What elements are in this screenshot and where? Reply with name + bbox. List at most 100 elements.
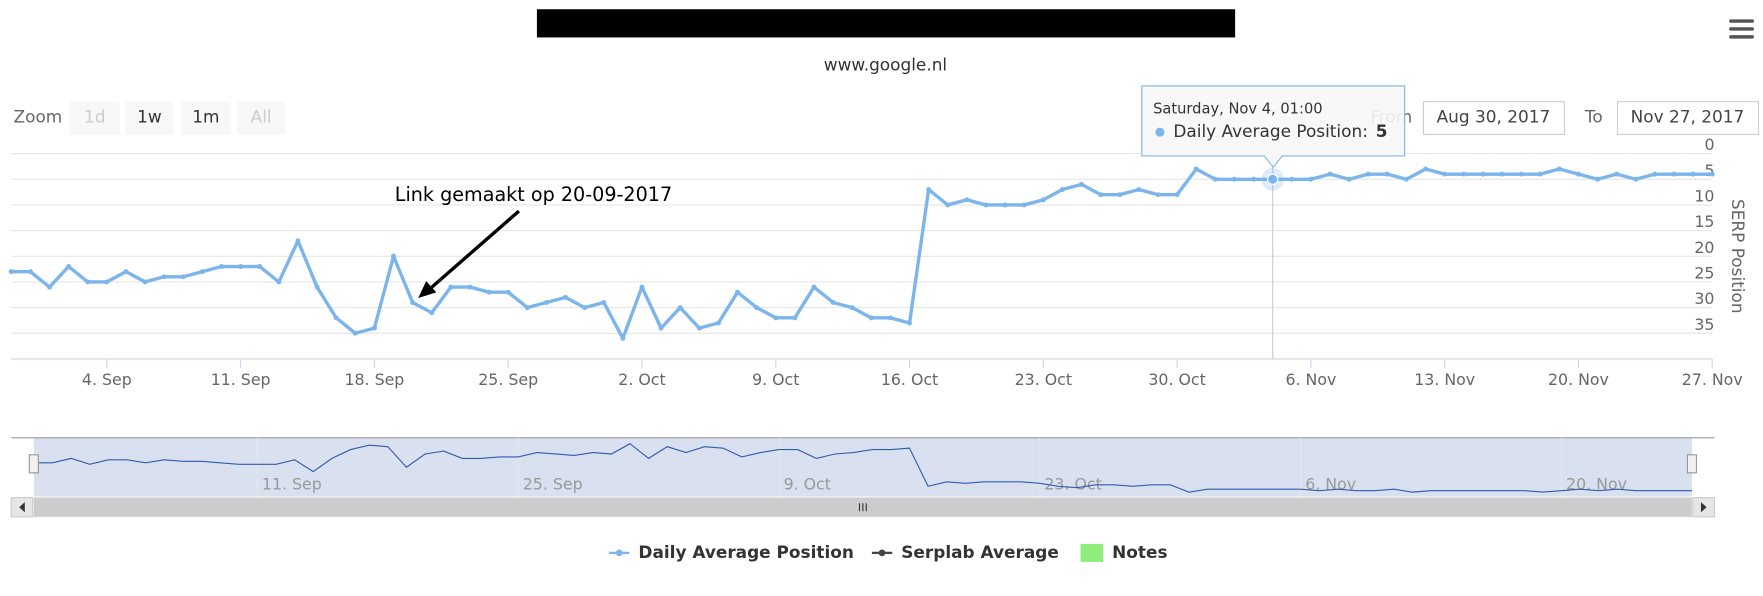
data-point bbox=[448, 284, 454, 290]
data-point bbox=[142, 279, 148, 285]
tooltip-header: Saturday, Nov 4, 01:00 bbox=[1153, 101, 1323, 118]
data-point bbox=[524, 305, 530, 311]
zoom-button-bg[interactable] bbox=[236, 101, 286, 135]
y-tick-label: 35 bbox=[1694, 315, 1714, 334]
zoom-button-bg[interactable] bbox=[125, 101, 174, 135]
x-tick-label: 9. Oct bbox=[752, 370, 799, 389]
legend-label[interactable]: Daily Average Position bbox=[638, 542, 854, 562]
data-point bbox=[983, 202, 989, 208]
tooltip-box bbox=[1141, 85, 1406, 169]
data-point bbox=[219, 264, 224, 270]
to-value[interactable]: Nov 27, 2017 bbox=[1631, 107, 1745, 127]
data-point bbox=[180, 274, 186, 280]
data-point bbox=[238, 264, 244, 270]
data-point bbox=[1136, 187, 1142, 193]
legend-symbol[interactable] bbox=[1080, 543, 1104, 562]
data-point bbox=[1480, 171, 1486, 177]
zoom-button[interactable]: All bbox=[236, 101, 286, 135]
from-value[interactable]: Aug 30, 2017 bbox=[1437, 107, 1551, 127]
x-tick-label: 30. Oct bbox=[1148, 370, 1205, 389]
data-point bbox=[543, 299, 549, 305]
y-axis-title: SERP Position bbox=[1728, 199, 1748, 314]
data-point bbox=[1251, 176, 1257, 182]
zoom-button-label[interactable]: 1m bbox=[192, 107, 219, 127]
zoom-button[interactable]: 1m bbox=[181, 101, 231, 135]
navigator-handle[interactable] bbox=[1686, 454, 1698, 474]
navigator-line bbox=[33, 443, 1692, 493]
zoom-button-label[interactable]: 1d bbox=[84, 107, 106, 127]
data-point bbox=[887, 315, 893, 321]
data-point bbox=[199, 269, 205, 275]
data-point bbox=[1059, 187, 1065, 193]
zoom-label: Zoom bbox=[14, 107, 63, 127]
to-label: To bbox=[1584, 107, 1603, 127]
zoom-button[interactable]: 1w bbox=[125, 101, 174, 135]
data-point bbox=[677, 305, 683, 311]
navigator-handle[interactable] bbox=[28, 454, 39, 474]
legend-marker[interactable] bbox=[615, 549, 623, 557]
legend-marker[interactable] bbox=[878, 549, 886, 557]
data-point bbox=[849, 305, 855, 311]
data-point bbox=[754, 305, 760, 311]
y-tick-label: 0 bbox=[1704, 135, 1714, 154]
x-tick-label: 20. Nov bbox=[1548, 370, 1609, 389]
data-point bbox=[1327, 171, 1333, 177]
legend-label[interactable]: Notes bbox=[1112, 542, 1167, 562]
data-point bbox=[964, 197, 970, 203]
data-point bbox=[27, 269, 33, 275]
data-point bbox=[486, 289, 492, 295]
from-input[interactable] bbox=[1422, 101, 1566, 136]
data-point bbox=[161, 274, 167, 280]
menu-bar[interactable] bbox=[1729, 27, 1754, 31]
annotation-arrowhead bbox=[418, 281, 437, 298]
y-tick-label: 15 bbox=[1694, 212, 1714, 231]
tooltip-colon: : bbox=[1362, 121, 1368, 141]
data-point bbox=[1537, 171, 1543, 177]
menu-button[interactable] bbox=[1729, 19, 1754, 39]
data-point bbox=[601, 299, 607, 305]
x-tick-label: 18. Sep bbox=[344, 370, 404, 389]
data-point bbox=[1423, 166, 1429, 172]
zoom-button-bg[interactable] bbox=[181, 101, 231, 135]
x-tick-label: 27. Nov bbox=[1682, 370, 1743, 389]
redacted-title bbox=[536, 9, 1236, 38]
data-point bbox=[429, 310, 435, 316]
data-point bbox=[1231, 176, 1237, 182]
menu-bar[interactable] bbox=[1729, 19, 1754, 23]
data-point bbox=[945, 202, 951, 208]
legend-item[interactable]: Notes bbox=[1080, 542, 1168, 562]
legend-label[interactable]: Serplab Average bbox=[901, 542, 1059, 562]
annotation-arrow bbox=[427, 209, 520, 292]
x-tick-label: 13. Nov bbox=[1414, 370, 1475, 389]
data-point bbox=[104, 279, 110, 285]
zoom-button-label[interactable]: All bbox=[251, 107, 272, 127]
zoom-button[interactable]: 1d bbox=[69, 101, 120, 135]
data-point bbox=[1652, 171, 1658, 177]
menu-bar[interactable] bbox=[1729, 35, 1754, 39]
data-point bbox=[1633, 176, 1639, 182]
chart-subtitle: www.google.nl bbox=[824, 55, 947, 75]
to-input[interactable] bbox=[1616, 101, 1760, 136]
zoom-button-label[interactable]: 1w bbox=[137, 107, 162, 127]
tooltip-value: 5 bbox=[1376, 121, 1388, 141]
data-point bbox=[1614, 171, 1620, 177]
series-line bbox=[11, 167, 1713, 341]
zoom-button-bg[interactable] bbox=[69, 101, 120, 135]
scroll-arrow bbox=[1700, 502, 1707, 513]
data-point bbox=[8, 269, 14, 275]
data-point bbox=[735, 289, 741, 295]
data-point bbox=[295, 238, 301, 244]
data-point bbox=[1403, 176, 1409, 182]
y-tick-label: 30 bbox=[1694, 289, 1714, 308]
legend-item[interactable]: Daily Average Position bbox=[609, 542, 854, 562]
navigator-tick-label: 9. Oct bbox=[784, 475, 831, 494]
data-point bbox=[1575, 171, 1581, 177]
y-tick-label: 10 bbox=[1694, 187, 1714, 206]
hover-point bbox=[1267, 173, 1279, 185]
data-point bbox=[1365, 171, 1371, 177]
legend-item[interactable]: Serplab Average bbox=[871, 542, 1059, 562]
data-point bbox=[276, 279, 282, 285]
data-point bbox=[1117, 192, 1123, 198]
data-point bbox=[926, 187, 932, 193]
